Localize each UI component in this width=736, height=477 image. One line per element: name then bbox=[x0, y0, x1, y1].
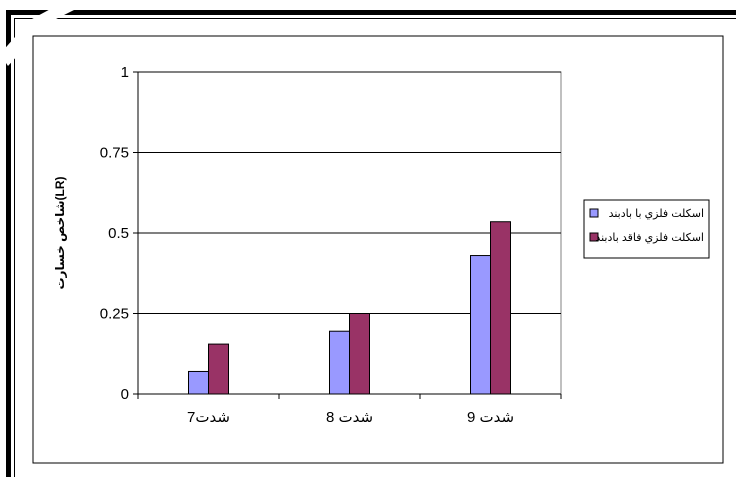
y-tick-label: 0 bbox=[121, 386, 129, 403]
bar-series2 bbox=[208, 343, 229, 395]
bar-series2 bbox=[349, 313, 370, 395]
y-tick-label: 0.75 bbox=[100, 145, 129, 162]
bar-series1 bbox=[188, 370, 209, 395]
page-edge-mark bbox=[0, 0, 98, 66]
bar-series1 bbox=[470, 255, 491, 395]
bar-series2 bbox=[490, 221, 511, 395]
x-tick-label: شدت 8 bbox=[326, 409, 373, 426]
y-axis: 0 0.25 0.5 0.75 1 bbox=[100, 64, 138, 403]
page-border-top-inner bbox=[14, 18, 736, 19]
y-tick-label: 0.25 bbox=[100, 306, 129, 323]
legend-swatch bbox=[589, 232, 599, 242]
legend-swatch bbox=[589, 208, 599, 218]
bar-series1 bbox=[329, 330, 350, 395]
page-border-left bbox=[6, 10, 11, 477]
legend: اسکلت فلزي با بادبند اسکلت فلزي فاقد بادب… bbox=[583, 199, 710, 259]
page-border-left-inner bbox=[14, 18, 15, 477]
y-axis-title: شاخص خسارت(LR) bbox=[53, 177, 67, 290]
legend-box bbox=[583, 199, 710, 259]
bars bbox=[188, 221, 511, 395]
y-tick-label: 1 bbox=[121, 64, 129, 81]
x-tick-label: شدت7 bbox=[187, 409, 230, 426]
page-border-top bbox=[6, 10, 736, 15]
x-tick-label: شدت 9 bbox=[467, 409, 514, 426]
y-tick-label: 0.5 bbox=[108, 225, 129, 242]
x-axis: شدت7 شدت 8 شدت 9 bbox=[137, 394, 562, 426]
legend-label: اسکلت فلزي فاقد بادبند bbox=[595, 232, 704, 244]
legend-label: اسکلت فلزي با بادبند bbox=[609, 208, 704, 220]
